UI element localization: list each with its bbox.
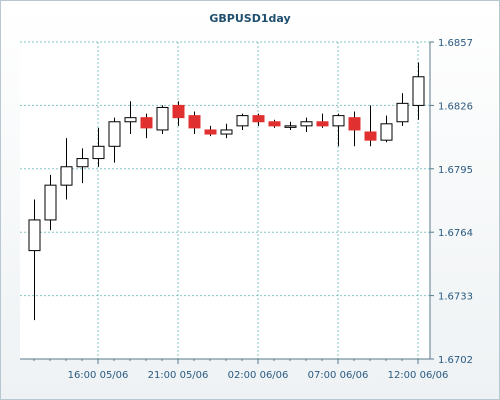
candle-body-down: [348, 117, 361, 131]
candle-body-up: [284, 125, 297, 128]
candle-body-up: [300, 121, 313, 127]
axis-layer: [20, 41, 434, 364]
candle-body-up: [108, 121, 121, 147]
candle-body-up: [28, 219, 41, 252]
candle-body-down: [204, 129, 217, 135]
candle-body-up: [76, 158, 89, 168]
candle-body-down: [140, 117, 153, 129]
x-tick-label: 21:00 05/06: [148, 370, 209, 381]
x-tick-label: 16:00 05/06: [68, 370, 129, 381]
y-tick-label: 1.6764: [438, 228, 473, 239]
candle-layer: [28, 62, 425, 321]
candle-body-down: [316, 121, 329, 127]
y-tick-label: 1.6826: [438, 101, 473, 112]
candle-body-down: [364, 131, 377, 141]
x-tick-label: 12:00 06/06: [388, 370, 449, 381]
y-tick-label: 1.6857: [438, 38, 473, 49]
x-tick-label: 02:00 06/06: [228, 370, 289, 381]
candle-body-up: [412, 76, 425, 106]
candle-body-down: [172, 104, 185, 119]
candle-body-up: [380, 123, 393, 141]
y-tick-label: 1.6733: [438, 292, 473, 303]
candle-body-down: [268, 121, 281, 127]
y-tick-label: 1.6702: [438, 355, 473, 366]
candle-body-up: [220, 129, 233, 135]
candle-body-down: [252, 115, 265, 123]
candle-body-up: [156, 106, 169, 131]
candle-body-up: [396, 102, 409, 123]
candle-body-up: [332, 115, 345, 127]
candle-body-up: [92, 145, 105, 160]
plot-area: [20, 42, 430, 359]
chart-title: GBPUSD1day: [209, 12, 291, 25]
candle-body-up: [44, 184, 57, 221]
y-tick-label: 1.6795: [438, 165, 473, 176]
candle-body-up: [60, 166, 73, 186]
x-tick-label: 07:00 06/06: [308, 370, 369, 381]
candle-body-down: [188, 115, 201, 129]
candle-body-up: [124, 117, 137, 123]
candle-body-up: [236, 115, 249, 127]
label-layer: 1.6702 1.6733 1.6764 1.6795 1.6826 1.6857 16:0…: [68, 38, 473, 381]
